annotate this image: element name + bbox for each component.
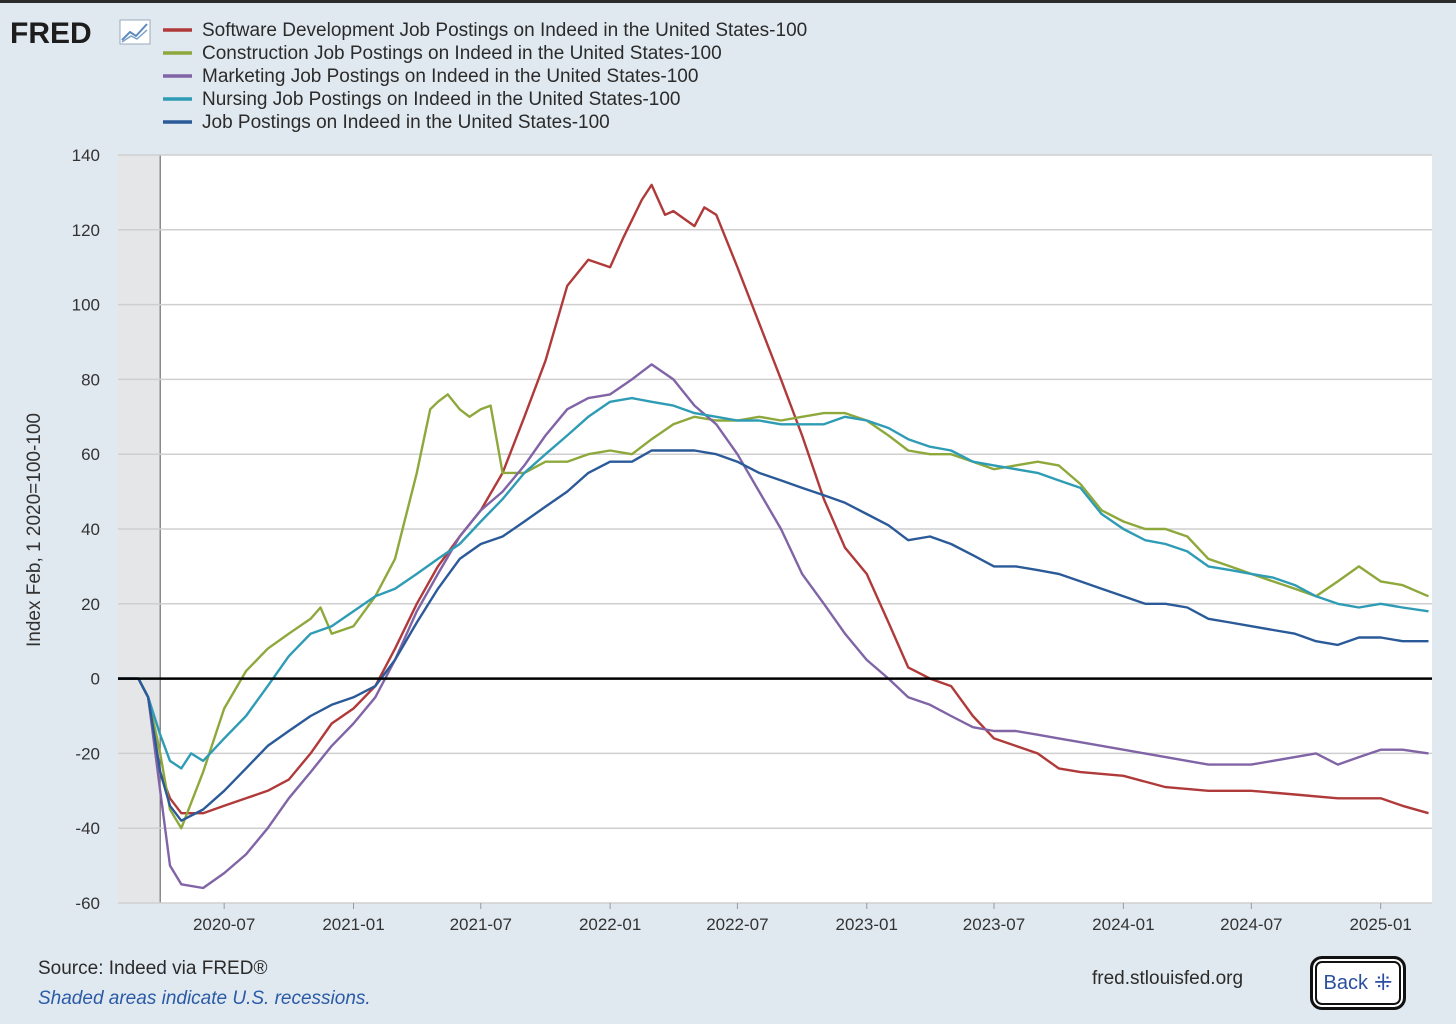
series-line-1 (118, 183, 1429, 815)
x-tick-label: 2022-07 (706, 915, 768, 934)
gridlines (118, 154, 1432, 904)
series-line-5 (118, 449, 1429, 822)
top-border (0, 0, 1456, 3)
x-tick-label: 2022-01 (579, 915, 641, 934)
legend-label: Job Postings on Indeed in the United Sta… (202, 112, 610, 133)
y-tick-label: 100 (72, 296, 100, 315)
legend-label: Software Development Job Postings on Ind… (202, 20, 807, 41)
series-line-2 (118, 393, 1429, 830)
fred-logo-text: FRED (10, 17, 92, 50)
x-tick-label: 2021-07 (450, 915, 512, 934)
y-tick-label: 120 (72, 221, 100, 240)
legend-label: Construction Job Postings on Indeed in t… (202, 43, 722, 64)
x-tick-label: 2021-01 (322, 915, 384, 934)
source-note: Source: Indeed via FRED® (38, 958, 268, 979)
site-url[interactable]: fred.stlouisfed.org (1092, 968, 1244, 989)
y-axis: -60 -40 -20 0 20 40 60 80 100 120 140 (72, 146, 100, 913)
y-tick-label: 20 (81, 595, 100, 614)
x-tick-label: 2024-01 (1092, 915, 1154, 934)
fred-logo[interactable]: FRED (10, 17, 151, 50)
y-tick-label: 0 (91, 670, 100, 689)
chart: FRED Software Development Job Postings o… (10, 17, 1432, 934)
legend: Software Development Job Postings on Ind… (163, 20, 807, 133)
x-tick-label: 2023-01 (836, 915, 898, 934)
series-line-3 (118, 363, 1429, 890)
legend-label: Nursing Job Postings on Indeed in the Un… (202, 89, 680, 110)
chart-line-icon (119, 19, 151, 45)
y-tick-label: -40 (75, 819, 100, 838)
series-line-4 (118, 396, 1429, 770)
y-tick-label: 80 (81, 370, 100, 389)
back-button-label: Back (1323, 971, 1369, 994)
y-tick-label: 40 (81, 520, 100, 539)
y-tick-label: 140 (72, 146, 100, 165)
y-tick-label: 60 (81, 445, 100, 464)
y-tick-label: -20 (75, 744, 100, 763)
y-tick-label: -60 (75, 894, 100, 913)
x-tick-label: 2024-07 (1220, 915, 1282, 934)
series-lines (118, 183, 1429, 890)
x-axis: 2020-07 2021-01 2021-07 2022-01 2022-07 2023-… (193, 903, 1412, 934)
back-button[interactable]: Back ⁜ (1310, 956, 1406, 1010)
x-tick-label: 2023-07 (963, 915, 1025, 934)
x-tick-label: 2020-07 (193, 915, 255, 934)
legend-label: Marketing Job Postings on Indeed in the … (202, 66, 698, 87)
collapse-icon: ⁜ (1374, 970, 1393, 995)
recession-note: Shaded areas indicate U.S. recessions. (38, 988, 371, 1009)
x-tick-label: 2025-01 (1349, 915, 1411, 934)
y-axis-title: Index Feb, 1 2020=100-100 (24, 413, 45, 647)
